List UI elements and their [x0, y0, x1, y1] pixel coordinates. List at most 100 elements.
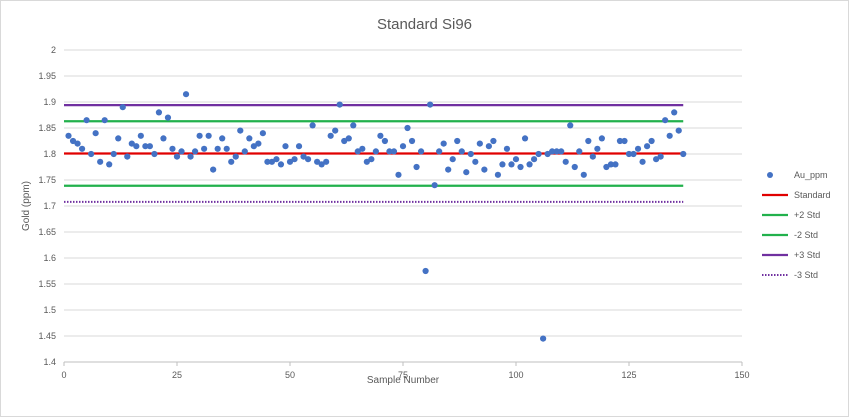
data-point — [503, 145, 511, 152]
data-point — [395, 171, 402, 178]
data-point — [160, 135, 167, 142]
data-point — [535, 150, 542, 158]
data-point — [128, 140, 135, 147]
data-point — [472, 158, 479, 165]
data-point — [648, 137, 655, 145]
data-point — [327, 132, 334, 139]
data-point — [643, 143, 651, 150]
data-point — [201, 145, 208, 152]
data-point — [182, 91, 190, 98]
data-point — [92, 130, 99, 137]
data-point — [454, 137, 461, 145]
data-point — [332, 127, 339, 134]
y-tick-label: 1.75 — [38, 175, 56, 185]
data-point — [431, 182, 438, 189]
data-point — [286, 158, 294, 165]
data-point — [69, 137, 77, 145]
data-point — [463, 169, 470, 176]
data-point — [485, 143, 492, 150]
legend-label: -2 Std — [794, 230, 818, 240]
data-point — [594, 145, 601, 152]
data-point — [427, 101, 434, 108]
data-point — [309, 122, 316, 129]
data-point — [458, 148, 465, 155]
data-point — [603, 163, 610, 171]
data-point — [341, 137, 348, 145]
data-point — [589, 153, 596, 160]
data-point — [219, 135, 226, 142]
data-point — [417, 148, 425, 155]
data-point — [662, 117, 669, 124]
data-point — [318, 161, 325, 168]
data-point — [508, 161, 515, 168]
data-point — [445, 166, 452, 173]
y-tick-label: 1.7 — [43, 201, 56, 211]
data-point — [377, 132, 384, 139]
data-point — [282, 143, 289, 150]
y-tick-label: 1.8 — [43, 149, 56, 159]
data-point — [399, 143, 407, 150]
data-point — [512, 156, 520, 163]
data-point — [323, 158, 330, 165]
data-point — [241, 148, 248, 155]
legend-label: Standard — [794, 190, 831, 200]
x-tick-label: 150 — [734, 370, 749, 380]
y-tick-label: 1.55 — [38, 279, 56, 289]
y-tick-label: 1.4 — [43, 357, 56, 367]
data-point — [562, 158, 569, 165]
data-point — [449, 156, 456, 163]
data-point — [350, 122, 357, 129]
data-point — [549, 148, 556, 155]
data-point — [151, 150, 158, 158]
data-point — [354, 148, 361, 155]
data-point — [386, 148, 393, 155]
x-tick-label: 100 — [508, 370, 523, 380]
data-point — [142, 143, 149, 150]
data-point — [499, 161, 506, 168]
data-point — [178, 148, 185, 155]
x-tick-label: 0 — [61, 370, 66, 380]
data-point — [119, 104, 126, 111]
axes: 1.4 1.45 1.5 1.55 1.6 1.65 1.7 1.75 1.8 1.85 1.9 1.… — [38, 45, 749, 380]
data-point — [336, 101, 343, 108]
data-point — [146, 143, 153, 150]
y-tick-label: 1.6 — [43, 253, 56, 263]
x-axis-title: Sample Number — [367, 375, 440, 386]
data-point — [314, 158, 321, 165]
data-point — [74, 140, 81, 147]
data-point — [359, 145, 366, 152]
legend-label: -3 Std — [794, 270, 818, 280]
data-point — [124, 153, 131, 160]
data-point — [666, 132, 673, 139]
data-point — [106, 161, 113, 168]
legend-label: Au_ppm — [794, 170, 828, 180]
data-point — [680, 150, 687, 158]
y-tick-label: 1.9 — [43, 97, 56, 107]
y-tick-label: 1.65 — [38, 227, 56, 237]
data-point — [671, 109, 678, 116]
data-point — [210, 166, 217, 173]
data-point — [576, 148, 583, 155]
data-point — [155, 109, 163, 116]
data-point — [300, 153, 307, 160]
data-point — [169, 145, 176, 152]
data-point — [345, 135, 352, 142]
data-point — [187, 153, 194, 160]
data-point — [413, 163, 420, 171]
data-point — [639, 158, 646, 165]
data-point — [173, 153, 181, 160]
data-point — [133, 143, 140, 150]
y-tick-label: 1.95 — [38, 71, 56, 81]
data-point — [97, 158, 104, 165]
legend-marker-au-ppm — [767, 172, 773, 178]
data-point — [110, 150, 117, 158]
data-point — [494, 171, 502, 178]
data-point — [228, 158, 235, 165]
data-point — [368, 156, 375, 163]
data-point — [476, 140, 483, 147]
data-point — [521, 135, 529, 142]
data-point — [526, 161, 533, 168]
y-axis-title: Gold (ppm) — [21, 181, 32, 231]
data-point — [304, 156, 312, 163]
